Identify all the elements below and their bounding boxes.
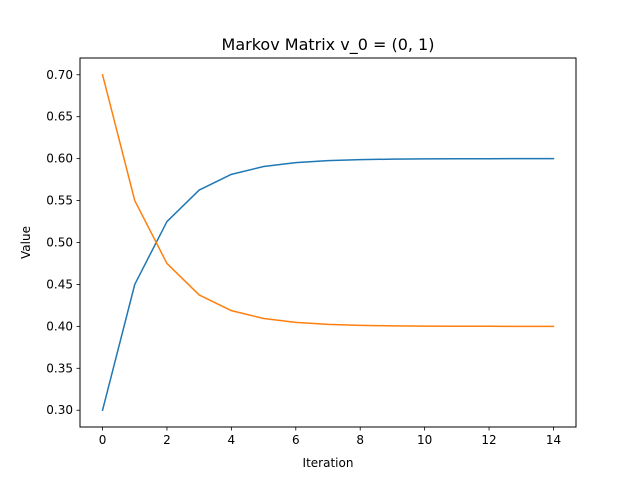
- series-2-line: [101, 73, 555, 328]
- series-group: [101, 73, 555, 412]
- y-tick-label: 0.60: [46, 152, 73, 166]
- y-tick-label: 0.45: [46, 277, 73, 291]
- y-tick-label: 0.50: [46, 236, 73, 250]
- x-tick-label: 6: [292, 433, 300, 447]
- y-tick-label: 0.30: [46, 403, 73, 417]
- y-tick-label: 0.70: [46, 68, 73, 82]
- y-tick-label: 0.35: [46, 361, 73, 375]
- y-axis: 0.30 0.35 0.40 0.45 0.50 0.55 0.60 0.65 0.70: [46, 68, 80, 417]
- x-axis-label: Iteration: [303, 456, 354, 470]
- x-tick-label: 4: [228, 433, 236, 447]
- x-tick-label: 8: [356, 433, 364, 447]
- y-tick-label: 0.40: [46, 319, 73, 333]
- x-tick-label: 2: [163, 433, 171, 447]
- x-tick-label: 10: [417, 433, 432, 447]
- y-axis-label: Value: [19, 226, 33, 259]
- y-tick-label: 0.55: [46, 194, 73, 208]
- y-tick-label: 0.65: [46, 110, 73, 124]
- x-tick-label: 12: [481, 433, 496, 447]
- chart-title: Markov Matrix v_0 = (0, 1): [222, 35, 435, 55]
- x-tick-label: 0: [99, 433, 107, 447]
- x-axis: 0 2 4 6 8 10 12 14: [99, 427, 561, 447]
- series-1-line: [101, 157, 555, 412]
- x-tick-label: 14: [546, 433, 561, 447]
